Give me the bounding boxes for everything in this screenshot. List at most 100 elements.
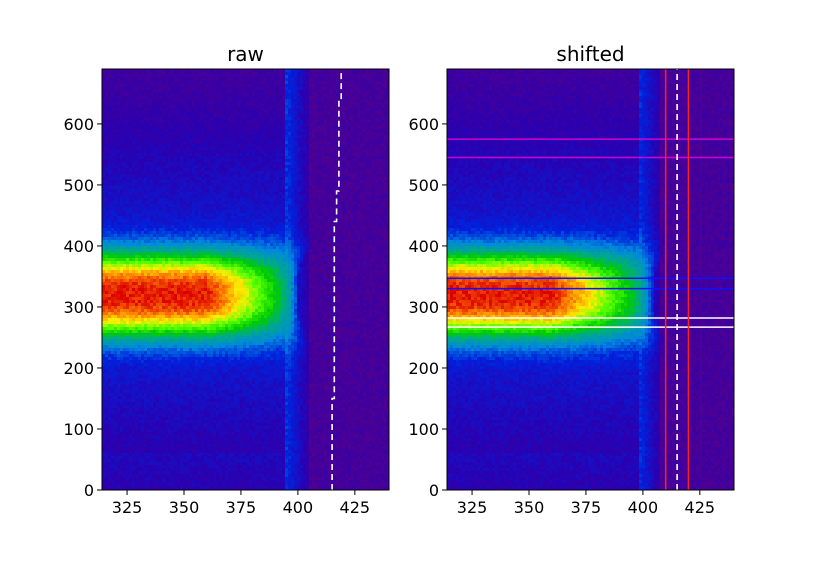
heatmap-cell	[144, 408, 148, 412]
heatmap-cell	[159, 282, 163, 286]
heatmap-cell	[171, 387, 175, 391]
heatmap-cell	[138, 114, 142, 118]
heatmap-cell	[162, 273, 166, 277]
heatmap-cell	[171, 348, 175, 352]
heatmap-cell	[102, 417, 106, 421]
heatmap-cell	[120, 300, 124, 304]
heatmap-cell	[156, 402, 160, 406]
heatmap-cell	[132, 402, 136, 406]
heatmap-cell	[147, 102, 151, 106]
heatmap-cell	[162, 216, 166, 220]
heatmap-cell	[111, 234, 115, 238]
heatmap-cell	[198, 75, 202, 79]
heatmap-cell	[204, 420, 208, 424]
heatmap-cell	[117, 432, 121, 436]
heatmap-cell	[165, 375, 169, 379]
heatmap-cell	[126, 108, 130, 112]
heatmap-cell	[204, 402, 208, 406]
heatmap-cell	[144, 300, 148, 304]
heatmap-cell	[138, 159, 142, 163]
heatmap-cell	[192, 375, 196, 379]
heatmap-cell	[141, 78, 145, 82]
heatmap-cell	[159, 360, 163, 364]
heatmap-cell	[126, 396, 130, 400]
heatmap-cell	[180, 249, 184, 253]
heatmap-cell	[180, 225, 184, 229]
heatmap-cell	[126, 345, 130, 349]
heatmap-cell	[186, 183, 190, 187]
heatmap-cell	[129, 159, 133, 163]
heatmap-cell	[204, 438, 208, 442]
heatmap-cell	[156, 318, 160, 322]
heatmap-cell	[204, 306, 208, 310]
heatmap-cell	[108, 222, 112, 226]
heatmap-cell	[186, 333, 190, 337]
heatmap-cell	[105, 114, 109, 118]
heatmap-cell	[156, 354, 160, 358]
heatmap-cell	[195, 447, 199, 451]
heatmap-cell	[123, 462, 127, 466]
heatmap-cell	[135, 291, 139, 295]
heatmap-cell	[159, 180, 163, 184]
heatmap-cell	[105, 165, 109, 169]
heatmap-cell	[105, 315, 109, 319]
heatmap-cell	[117, 177, 121, 181]
heatmap-cell	[135, 471, 139, 475]
heatmap-cell	[192, 192, 196, 196]
heatmap-cell	[108, 384, 112, 388]
heatmap-cell	[165, 219, 169, 223]
heatmap-cell	[204, 195, 208, 199]
heatmap-cell	[153, 180, 157, 184]
heatmap-cell	[186, 258, 190, 262]
heatmap-cell	[129, 345, 133, 349]
heatmap-cell	[165, 486, 169, 490]
heatmap-cell	[129, 354, 133, 358]
heatmap-cell	[102, 354, 106, 358]
heatmap-cell	[147, 198, 151, 202]
heatmap-cell	[201, 351, 205, 355]
heatmap-cell	[192, 234, 196, 238]
heatmap-cell	[120, 180, 124, 184]
heatmap-cell	[186, 228, 190, 232]
heatmap-cell	[105, 75, 109, 79]
heatmap-cell	[168, 288, 172, 292]
heatmap-cell	[159, 318, 163, 322]
heatmap-cell	[204, 354, 208, 358]
heatmap-cell	[117, 162, 121, 166]
heatmap-cell	[162, 255, 166, 259]
heatmap-cell	[138, 414, 142, 418]
heatmap-cell	[171, 216, 175, 220]
heatmap-cell	[174, 69, 178, 73]
heatmap-cell	[150, 93, 154, 97]
heatmap-cell	[195, 147, 199, 151]
heatmap-cell	[111, 99, 115, 103]
heatmap-cell	[126, 132, 130, 136]
heatmap-cell	[180, 465, 184, 469]
heatmap-cell	[159, 465, 163, 469]
heatmap-cell	[174, 459, 178, 463]
heatmap-cell	[120, 195, 124, 199]
heatmap-cell	[174, 186, 178, 190]
heatmap-cell	[111, 201, 115, 205]
heatmap-cell	[102, 387, 106, 391]
heatmap-cell	[198, 168, 202, 172]
heatmap-cell	[138, 342, 142, 346]
heatmap-cell	[204, 378, 208, 382]
heatmap-cell	[159, 258, 163, 262]
heatmap-cell	[108, 345, 112, 349]
heatmap-cell	[141, 267, 145, 271]
heatmap-cell	[204, 258, 208, 262]
heatmap-cell	[108, 294, 112, 298]
heatmap-cell	[189, 366, 193, 370]
heatmap-cell	[183, 171, 187, 175]
heatmap-cell	[168, 426, 172, 430]
heatmap-cell	[138, 297, 142, 301]
heatmap-cell	[189, 138, 193, 142]
heatmap-cell	[129, 423, 133, 427]
heatmap-cell	[180, 450, 184, 454]
heatmap-cell	[207, 117, 211, 121]
heatmap-cell	[111, 303, 115, 307]
heatmap-cell	[180, 177, 184, 181]
heatmap-cell	[126, 231, 130, 235]
heatmap-cell	[132, 423, 136, 427]
